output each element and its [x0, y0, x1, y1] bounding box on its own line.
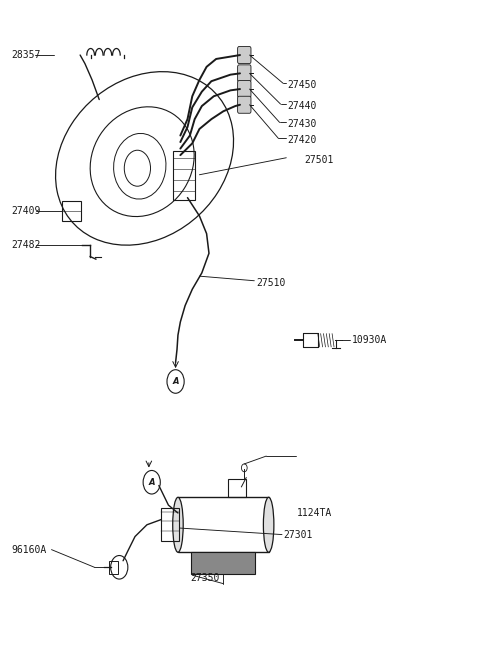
Text: 27430: 27430 — [288, 120, 317, 129]
Text: 27301: 27301 — [283, 530, 312, 539]
Bar — [178, 497, 269, 553]
Text: 27409: 27409 — [11, 206, 40, 215]
Text: A: A — [172, 377, 179, 386]
Text: 27440: 27440 — [288, 101, 317, 111]
Text: 27482: 27482 — [11, 240, 40, 250]
Bar — [228, 479, 246, 497]
Ellipse shape — [173, 497, 183, 553]
FancyBboxPatch shape — [238, 81, 251, 97]
Text: 1124TA: 1124TA — [297, 508, 333, 518]
FancyBboxPatch shape — [238, 47, 251, 64]
Text: 27450: 27450 — [288, 80, 317, 90]
Bar — [173, 150, 195, 200]
Text: 27420: 27420 — [288, 135, 317, 145]
FancyBboxPatch shape — [238, 65, 251, 82]
Bar — [109, 560, 118, 574]
Ellipse shape — [264, 497, 274, 553]
Bar — [62, 201, 81, 221]
Text: 27510: 27510 — [257, 278, 286, 288]
Text: 28357: 28357 — [11, 50, 40, 60]
Bar — [191, 553, 255, 574]
Text: 27501: 27501 — [304, 154, 334, 165]
Bar — [161, 509, 180, 541]
Text: 96160A: 96160A — [11, 545, 46, 555]
FancyBboxPatch shape — [238, 97, 251, 113]
Text: 10930A: 10930A — [352, 335, 387, 346]
Text: 27350: 27350 — [190, 574, 219, 583]
Text: A: A — [148, 478, 155, 487]
